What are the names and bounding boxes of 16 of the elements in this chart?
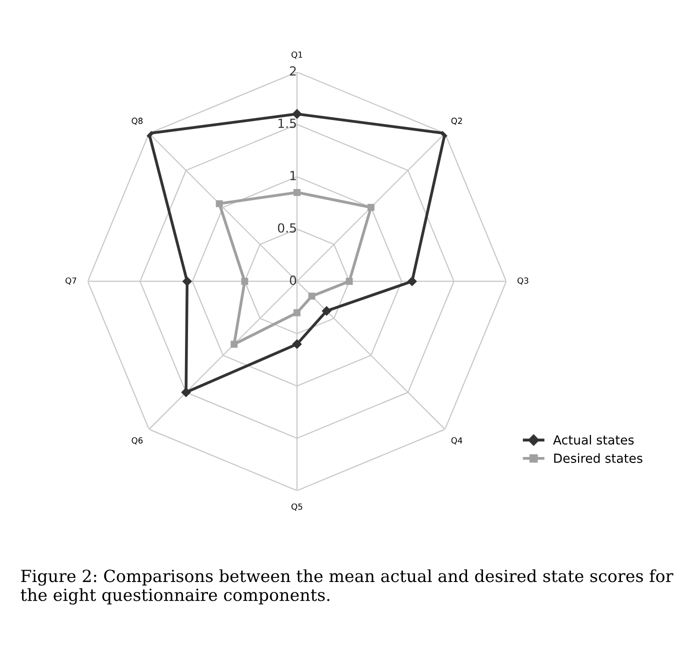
y-tick-label: 1.5 [278,118,296,128]
spoke-label: Q2 [451,118,462,125]
spoke-label: Q4 [451,437,462,445]
spoke-label: Q5 [292,503,302,511]
legend-label: Actual states [553,434,634,445]
legend-label: Desired states [554,453,642,463]
spoke-label: Q7 [66,277,76,285]
spoke-label: Q3 [518,277,528,285]
y-tick-label: 1 [290,171,296,180]
caption: Figure 2: Comparisons between the mean actual and desired state scores for the eight questionnaire components. [20,569,674,605]
y-tick-label: 0.5 [278,223,296,233]
spoke-label: Q8 [132,118,143,125]
y-tick-label: 2 [290,66,296,76]
y-tick-label: 0 [290,276,296,285]
spoke-label: Q6 [132,437,143,445]
spoke-label: Q1 [292,51,302,59]
